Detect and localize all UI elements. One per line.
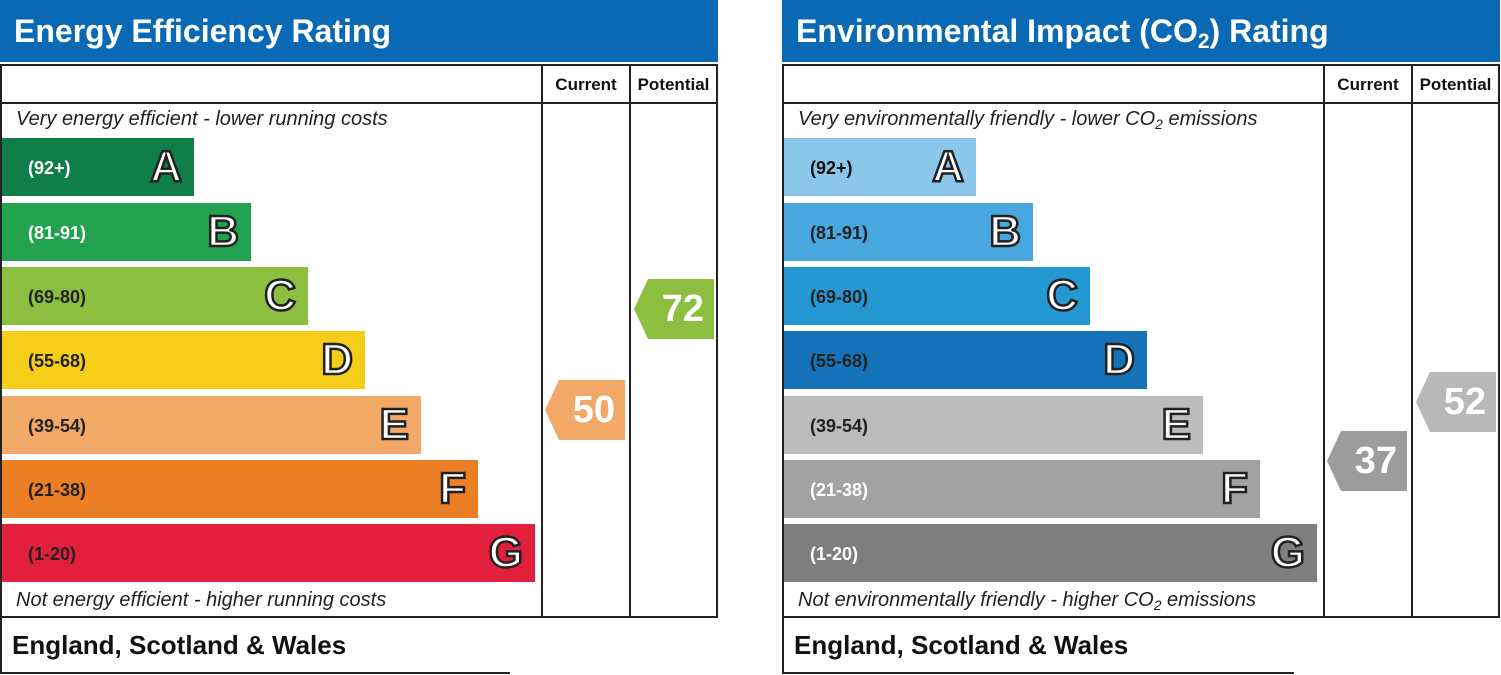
energy-chart-frame: Current Potential Very energy efficient … xyxy=(0,64,718,618)
column-divider xyxy=(1411,66,1413,616)
band-range: (39-54) xyxy=(810,416,869,436)
band-range: (21-38) xyxy=(810,480,869,500)
band-letter: A xyxy=(931,141,965,193)
header-divider xyxy=(784,102,1498,104)
current-rating-arrow: 37 xyxy=(1327,431,1407,491)
band-range: (69-80) xyxy=(28,287,87,307)
bottom-caption: Not energy efficient - higher running co… xyxy=(16,589,387,611)
top-caption: Very energy efficient - lower running co… xyxy=(16,108,388,130)
region-footer: England, Scotland & Wales xyxy=(782,618,1294,674)
band-g: (1-20) G xyxy=(784,524,1317,582)
band-a: (92+) A xyxy=(2,138,194,196)
band-letter: B xyxy=(206,206,240,258)
potential-rating-arrow: 52 xyxy=(1416,372,1496,432)
band-range: (69-80) xyxy=(810,287,869,307)
band-letter: G xyxy=(1270,527,1307,579)
bottom-caption: Not environmentally friendly - higher CO… xyxy=(798,589,1256,613)
environmental-chart-frame: Current Potential Very environmentally f… xyxy=(782,64,1500,618)
band-range: (21-38) xyxy=(28,480,87,500)
band-range: (55-68) xyxy=(810,351,869,371)
band-c: (69-80) C xyxy=(784,267,1090,325)
band-range: (55-68) xyxy=(28,351,87,371)
band-letter: E xyxy=(1160,399,1192,451)
current-rating-arrow: 50 xyxy=(545,380,625,440)
band-range: (92+) xyxy=(810,158,853,178)
band-letter: G xyxy=(488,527,525,579)
energy-title: Energy Efficiency Rating xyxy=(0,0,718,62)
band-letter: D xyxy=(320,334,354,386)
band-range: (39-54) xyxy=(28,416,87,436)
band-e: (39-54) E xyxy=(784,396,1203,454)
header-divider xyxy=(2,102,716,104)
potential-rating-arrow: 72 xyxy=(634,279,714,339)
band-letter: A xyxy=(149,141,183,193)
energy-efficiency-panel: Energy Efficiency Rating Current Potenti… xyxy=(0,0,718,675)
column-divider xyxy=(1323,66,1325,616)
band-a: (92+) A xyxy=(784,138,976,196)
band-range: (92+) xyxy=(28,158,71,178)
top-caption: Very environmentally friendly - lower CO… xyxy=(798,108,1258,132)
region-footer: England, Scotland & Wales xyxy=(0,618,510,674)
band-d: (55-68) D xyxy=(2,331,365,389)
band-range: (1-20) xyxy=(28,544,77,564)
band-letter: B xyxy=(988,206,1022,258)
band-letter: F xyxy=(438,463,467,515)
band-d: (55-68) D xyxy=(784,331,1147,389)
band-f: (21-38) F xyxy=(784,460,1260,518)
column-divider xyxy=(629,66,631,616)
band-f: (21-38) F xyxy=(2,460,478,518)
band-e: (39-54) E xyxy=(2,396,421,454)
current-column-header: Current xyxy=(555,75,617,94)
band-range: (81-91) xyxy=(28,223,87,243)
band-letter: F xyxy=(1220,463,1249,515)
band-range: (1-20) xyxy=(810,544,859,564)
band-letter: D xyxy=(1102,334,1136,386)
band-letter: E xyxy=(378,399,410,451)
band-letter: C xyxy=(263,270,297,322)
band-range: (81-91) xyxy=(810,223,869,243)
band-b: (81-91) B xyxy=(2,203,251,261)
band-c: (69-80) C xyxy=(2,267,308,325)
current-column-header: Current xyxy=(1337,75,1399,94)
band-b: (81-91) B xyxy=(784,203,1033,261)
column-divider xyxy=(541,66,543,616)
environmental-title: Environmental Impact (CO2) Rating xyxy=(782,0,1500,62)
potential-column-header: Potential xyxy=(637,75,710,94)
environmental-impact-panel: Environmental Impact (CO2) Rating Curren… xyxy=(782,0,1500,675)
band-letter: C xyxy=(1045,270,1079,322)
band-g: (1-20) G xyxy=(2,524,535,582)
potential-column-header: Potential xyxy=(1419,75,1492,94)
